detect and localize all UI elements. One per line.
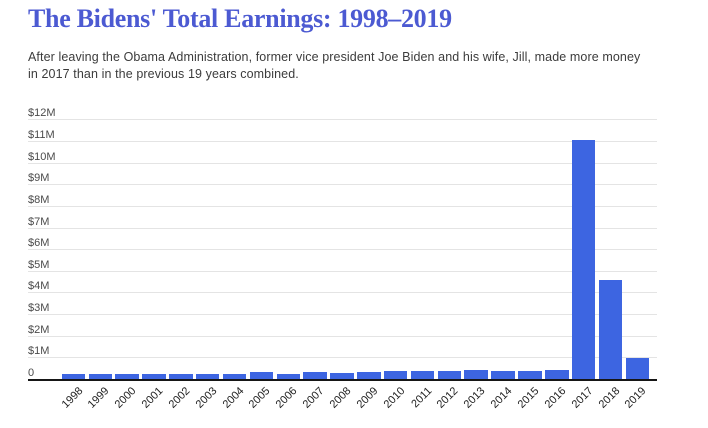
gridline	[28, 314, 657, 316]
bar-2000	[115, 374, 139, 379]
bar-2012	[437, 371, 462, 379]
bar-2007	[303, 372, 327, 379]
y-tick-label: $10M	[28, 150, 56, 163]
bar-2003	[195, 374, 220, 379]
y-tick-label: $6M	[28, 237, 50, 250]
bar-2001	[142, 374, 166, 379]
bar-2002	[169, 374, 193, 379]
gridline	[28, 205, 657, 207]
bar-2014	[491, 371, 515, 379]
bar-2005	[249, 372, 274, 379]
gridline	[28, 227, 657, 229]
gridline	[28, 292, 657, 294]
y-tick-label: $8M	[28, 193, 50, 206]
y-tick-label: $3M	[28, 302, 50, 315]
gridline	[28, 249, 657, 251]
y-tick-label: $2M	[28, 323, 50, 336]
bar-2013	[464, 370, 488, 379]
y-tick-label: 0	[28, 367, 35, 379]
bar-2019	[625, 358, 650, 379]
y-tick-label: $1M	[28, 345, 50, 358]
bar-2006	[276, 374, 300, 379]
y-tick-label: $12M	[28, 107, 56, 120]
gridline	[28, 270, 657, 272]
gridline	[28, 357, 657, 359]
bar-2017	[571, 140, 596, 379]
x-axis-line	[28, 379, 657, 381]
y-tick-label: $5M	[28, 258, 50, 271]
bar-2018	[598, 280, 623, 379]
y-tick-label: $11M	[28, 128, 55, 141]
gridline	[28, 162, 657, 164]
y-tick-label: $7M	[28, 215, 50, 228]
gridline	[28, 119, 657, 121]
bar-2011	[410, 371, 435, 379]
chart-title: The Bidens' Total Earnings: 1998–2019	[28, 4, 452, 33]
bar-2010	[383, 371, 408, 379]
y-tick-label: $9M	[28, 172, 50, 185]
bar-2015	[518, 371, 542, 379]
y-tick-label: $4M	[28, 280, 50, 293]
gridline	[28, 184, 657, 186]
bar-2009	[357, 372, 381, 379]
bar-2016	[545, 370, 569, 379]
gridline	[28, 335, 657, 337]
bar-2008	[330, 373, 354, 379]
bar-2004	[222, 374, 247, 379]
gridline	[28, 140, 657, 142]
chart: 0 $1M $2M $3M $4M $5M $6M $7M $8M $9M $10M $11M $12M…	[28, 107, 658, 428]
bar-1999	[88, 374, 113, 379]
chart-subtitle: After leaving the Obama Administration, …	[28, 50, 641, 81]
bar-1998	[61, 374, 86, 379]
